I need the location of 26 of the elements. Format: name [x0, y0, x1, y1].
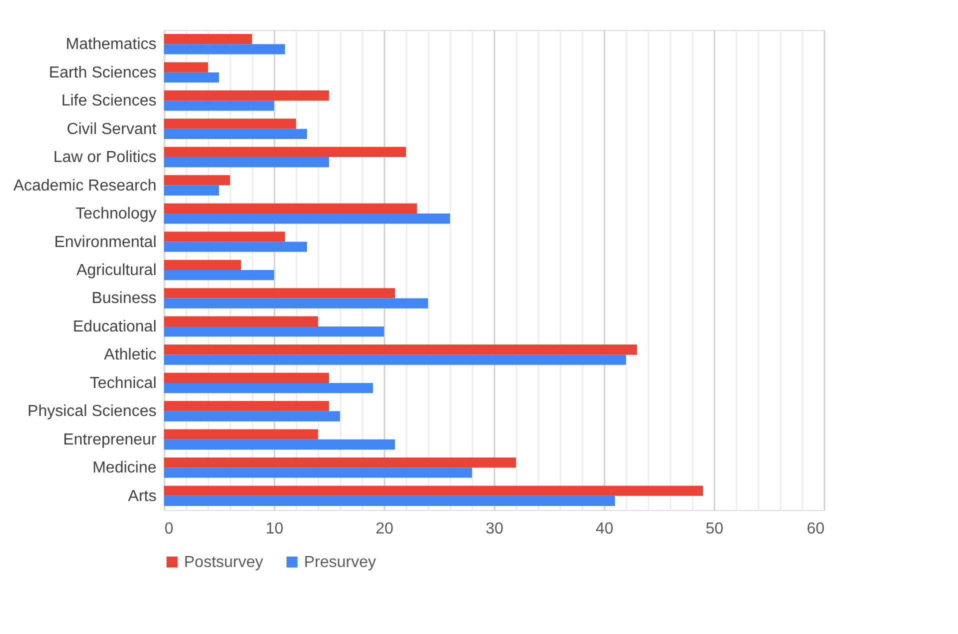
y-tick-label: Earth Sciences — [48, 64, 156, 82]
x-tick-label: 50 — [706, 520, 724, 538]
y-tick-label: Entrepreneur — [63, 431, 158, 448]
x-tick-label: 60 — [806, 520, 825, 538]
y-tick-label: Law or Politics — [53, 149, 156, 166]
y-tick-label: Business — [92, 290, 156, 308]
x-tick-label: 20 — [376, 520, 394, 538]
legend-label: Presurvey — [304, 554, 376, 571]
x-tick-label: 10 — [266, 520, 284, 538]
y-tick-label: Academic Research — [13, 177, 156, 194]
y-tick-label: Technical — [90, 374, 156, 392]
y-tick-label: Athletic — [104, 346, 156, 364]
y-tick-label: Technology — [76, 206, 156, 223]
y-tick-label: Civil Servant — [66, 120, 158, 138]
x-tick-label: 0 — [164, 520, 174, 538]
legend-label: Postsurvey — [184, 554, 264, 571]
y-tick-label: Mathematics — [66, 36, 156, 54]
y-tick-label: Medicine — [92, 460, 157, 477]
y-tick-label: Physical Sciences — [28, 403, 156, 420]
y-tick-label: Educational — [72, 318, 156, 336]
y-tick-label: Life Sciences — [61, 92, 156, 110]
y-tick-label: Environmental — [54, 234, 156, 251]
x-tick-label: 30 — [486, 520, 504, 538]
y-tick-label: Arts — [128, 488, 156, 505]
y-tick-label: Agricultural — [76, 262, 156, 279]
x-tick-label: 40 — [596, 520, 614, 538]
